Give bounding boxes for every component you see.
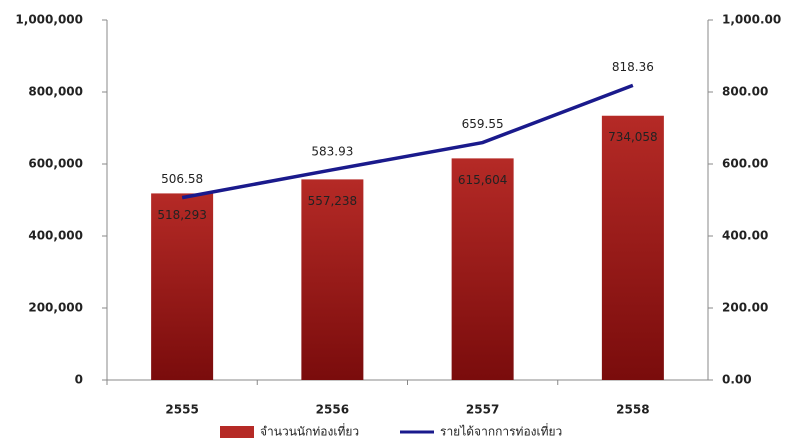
y-tick-label: 0 <box>75 373 83 387</box>
y-tick-label: 400,000 <box>28 229 83 243</box>
x-tick-label: 2558 <box>616 403 649 417</box>
legend-swatch <box>220 426 254 438</box>
x-tick-label: 2556 <box>316 403 349 417</box>
bar <box>601 115 664 380</box>
y2-tick-label: 400.00 <box>722 229 768 243</box>
line <box>181 83 634 200</box>
bar <box>451 158 514 380</box>
x-tick-label: 2557 <box>466 403 499 417</box>
legend-label: จำนวนนักท่องเที่ยว <box>260 423 359 439</box>
line-label: 583.93 <box>311 144 353 158</box>
y2-tick-label: 200.00 <box>722 301 768 315</box>
line-label: 506.58 <box>161 172 203 186</box>
line-label: 659.55 <box>462 117 504 131</box>
y2-tick-label: 800.00 <box>722 85 768 99</box>
bar-label: 615,604 <box>458 173 508 187</box>
line-label: 818.36 <box>612 60 654 74</box>
bar <box>151 193 214 380</box>
bar-label: 734,058 <box>608 130 658 144</box>
x-tick-label: 2555 <box>165 403 198 417</box>
y-tick-label: 1,000,000 <box>15 13 83 27</box>
y2-tick-label: 600.00 <box>722 157 768 171</box>
bar <box>301 179 364 380</box>
y2-tick-label: 1,000.00 <box>722 13 781 27</box>
legend-label: รายได้จากการท่องเที่ยว <box>440 423 562 439</box>
y-tick-label: 800,000 <box>28 85 83 99</box>
y-tick-label: 600,000 <box>28 157 83 171</box>
bar-label: 518,293 <box>157 208 207 222</box>
bar-label: 557,238 <box>308 194 358 208</box>
y-tick-label: 200,000 <box>28 301 83 315</box>
y2-tick-label: 0.00 <box>722 373 752 387</box>
